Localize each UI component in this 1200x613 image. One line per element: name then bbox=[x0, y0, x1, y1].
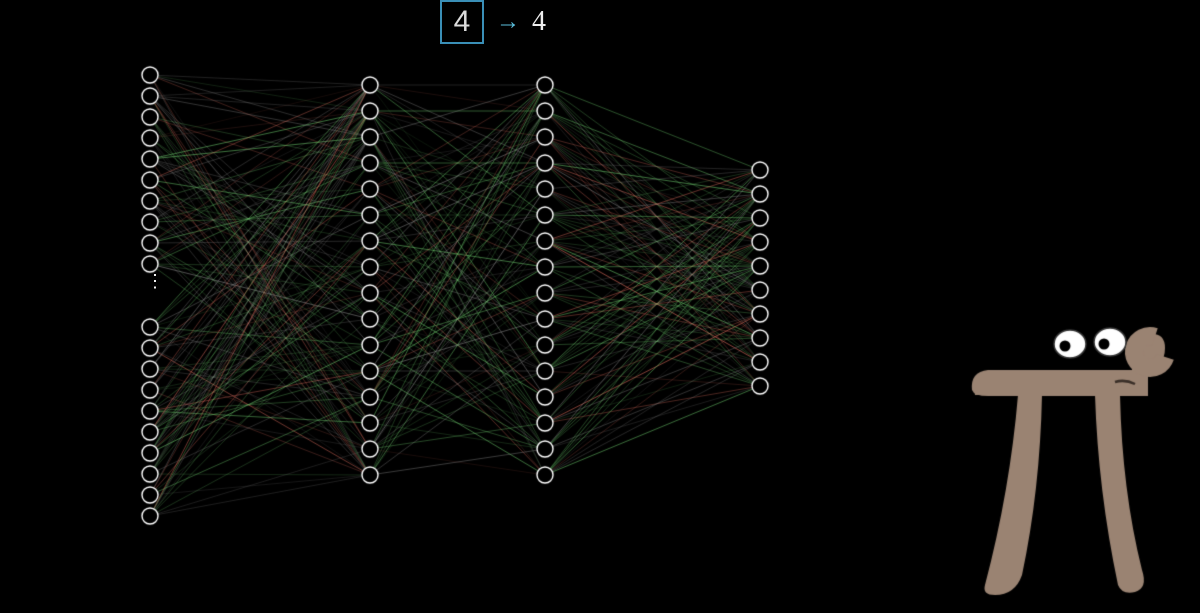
ellipsis-icon: ⋮ bbox=[146, 278, 156, 284]
classification-result: 4 bbox=[532, 6, 546, 38]
input-digit-box: 4 bbox=[440, 0, 484, 44]
handwritten-digit: 4 bbox=[454, 5, 471, 39]
arrow-icon: → bbox=[496, 9, 520, 36]
header-classification: 4 → 4 bbox=[440, 0, 546, 44]
neural-network-diagram bbox=[0, 0, 1200, 613]
